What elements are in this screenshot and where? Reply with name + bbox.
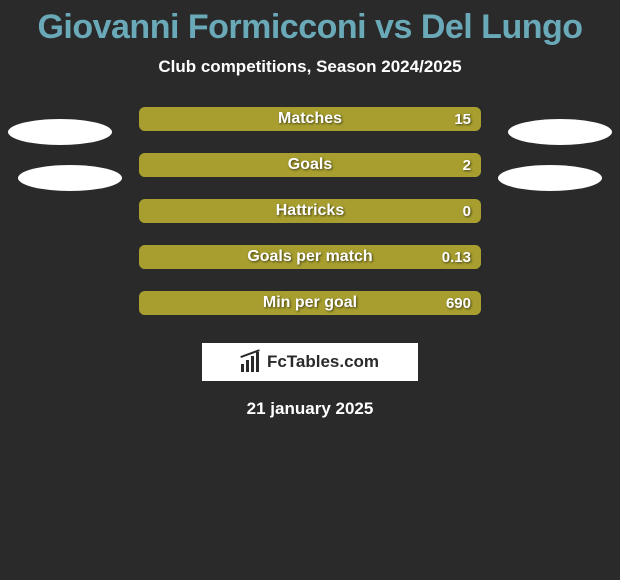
- stat-bar: Goals 2: [139, 153, 481, 177]
- player-photo-right-1: [508, 119, 612, 145]
- stat-bar: Min per goal 690: [139, 291, 481, 315]
- snapshot-date: 21 january 2025: [0, 399, 620, 419]
- brand-logo[interactable]: FcTables.com: [202, 343, 418, 381]
- stat-value: 2: [463, 157, 471, 174]
- brand-text: FcTables.com: [267, 352, 379, 372]
- page-title: Giovanni Formicconi vs Del Lungo: [0, 8, 620, 47]
- stat-label: Goals per match: [247, 248, 372, 266]
- stat-value: 0.13: [442, 249, 471, 266]
- season-subtitle: Club competitions, Season 2024/2025: [0, 57, 620, 77]
- player-photo-right-2: [498, 165, 602, 191]
- stat-value: 690: [446, 295, 471, 312]
- stat-bar: Matches 15: [139, 107, 481, 131]
- chart-icon: [241, 352, 261, 372]
- player-photo-left-2: [18, 165, 122, 191]
- stat-label: Hattricks: [276, 202, 344, 220]
- stats-area: Matches 15 Goals 2 Hattricks 0 Goals per match…: [0, 107, 620, 315]
- stat-bar: Hattricks 0: [139, 199, 481, 223]
- stat-value: 0: [463, 203, 471, 220]
- stat-label: Matches: [278, 110, 342, 128]
- stat-bar: Goals per match 0.13: [139, 245, 481, 269]
- stat-value: 15: [454, 111, 471, 128]
- player-photo-left-1: [8, 119, 112, 145]
- stat-label: Goals: [288, 156, 332, 174]
- comparison-card: Giovanni Formicconi vs Del Lungo Club co…: [0, 0, 620, 419]
- stat-label: Min per goal: [263, 294, 357, 312]
